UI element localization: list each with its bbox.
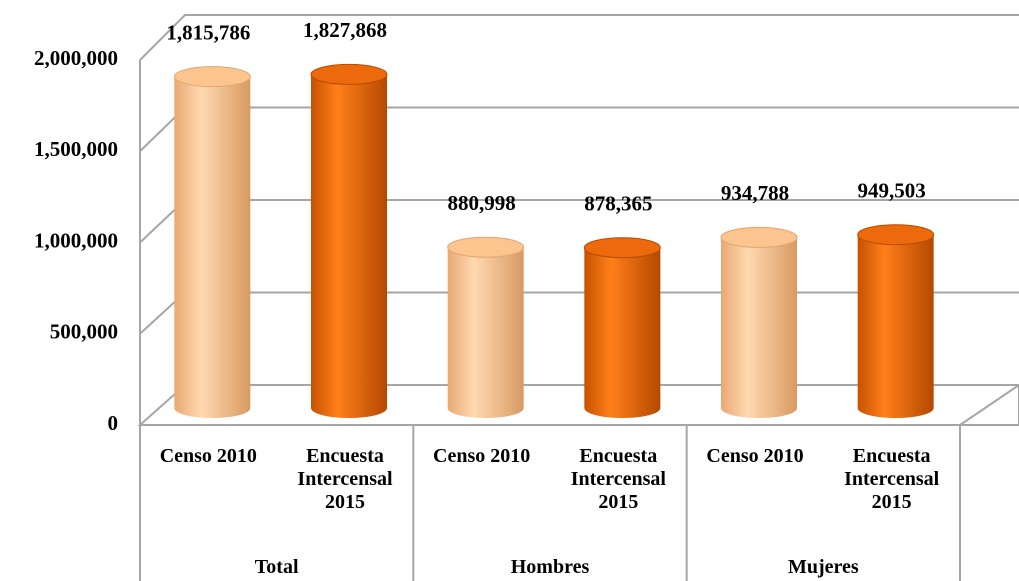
value-label: 1,815,786 xyxy=(166,20,250,44)
grid-line xyxy=(139,106,1019,152)
x-tick-label: Encuesta Intercensal 2015 xyxy=(844,445,940,513)
bar-body xyxy=(857,234,934,418)
bar-top xyxy=(720,226,798,248)
y-tick-label: 500,000 xyxy=(50,320,118,344)
y-tick-label: 1,500,000 xyxy=(34,137,118,161)
bar xyxy=(447,236,525,418)
value-label: 934,788 xyxy=(721,181,789,205)
bar xyxy=(310,63,388,418)
bar-top xyxy=(310,63,388,85)
bar-body xyxy=(447,247,524,418)
x-tick-label: Encuesta Intercensal 2015 xyxy=(570,445,666,513)
value-label: 949,503 xyxy=(858,179,926,203)
bar xyxy=(857,224,935,418)
bar-body xyxy=(584,247,661,418)
value-label: 880,998 xyxy=(448,191,516,215)
bar-top xyxy=(173,66,251,88)
bar-top xyxy=(857,224,935,246)
bar-top xyxy=(583,237,661,259)
group-label: Total xyxy=(254,556,299,578)
grid-line xyxy=(139,14,1019,61)
axis-line xyxy=(959,384,1019,426)
x-tick-label: Censo 2010 xyxy=(706,445,804,467)
x-tick-label: Encuesta Intercensal 2015 xyxy=(297,445,393,513)
bar-body xyxy=(174,76,251,419)
bar-body xyxy=(721,237,797,418)
value-label: 1,827,868 xyxy=(303,18,387,42)
y-tick-label: 0 xyxy=(108,411,119,435)
x-tick-label: Censo 2010 xyxy=(159,445,257,467)
group-label: Hombres xyxy=(510,556,590,578)
value-label: 878,365 xyxy=(584,192,652,216)
bar xyxy=(173,66,251,419)
group-label: Mujeres xyxy=(787,556,859,578)
bar-body xyxy=(311,74,387,418)
x-tick-label: Censo 2010 xyxy=(433,445,531,467)
y-tick-label: 1,000,000 xyxy=(34,228,118,252)
bar xyxy=(583,237,661,418)
bar-top xyxy=(447,236,525,258)
bar xyxy=(720,226,798,418)
y-tick-label: 2,000,000 xyxy=(34,46,118,70)
